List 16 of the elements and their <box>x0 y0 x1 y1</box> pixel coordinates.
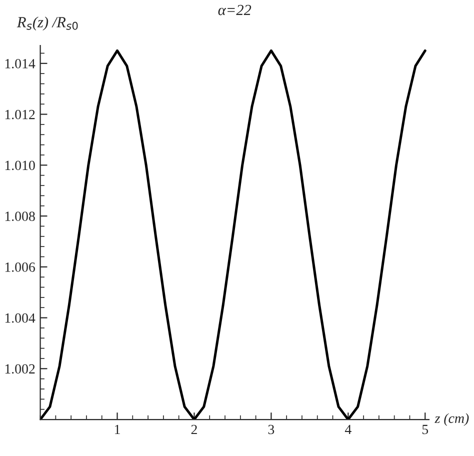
y-axis-title: R$_{s}$(z) /R$_{s0}$ <box>16 16 78 30</box>
x-tick-label: 4 <box>344 424 352 434</box>
y-tick-label: 1.014 <box>5 58 36 68</box>
x-tick-label: 1 <box>115 424 120 434</box>
y-tick-label: 1.012 <box>5 110 35 120</box>
y-tick-label: 1.004 <box>5 313 36 323</box>
y-tick-label: 1.008 <box>5 212 35 222</box>
x-axis-title: z (cm) <box>434 413 469 426</box>
y-tick-label: 1.006 <box>5 262 36 272</box>
x-tick-label: 2 <box>191 424 197 434</box>
x-tick-label: 3 <box>268 424 274 434</box>
chart-title: α=22 <box>218 4 252 16</box>
y-tick-label: 1.010 <box>5 160 35 170</box>
x-tick-label: 5 <box>422 424 428 434</box>
y-tick-label: 1.002 <box>5 364 35 374</box>
line-series <box>40 49 426 420</box>
